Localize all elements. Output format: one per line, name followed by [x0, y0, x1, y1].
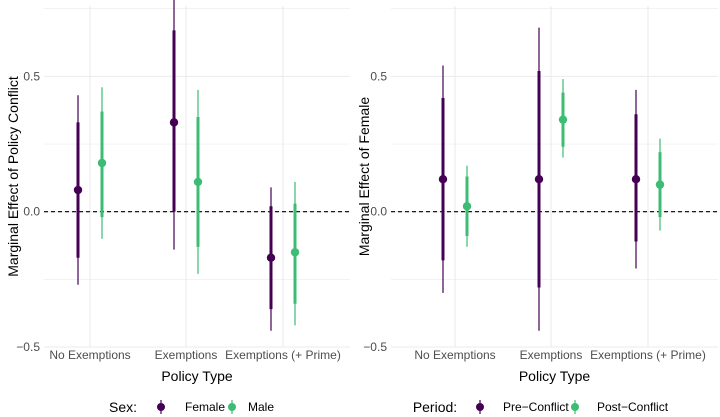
- series-1: [97, 87, 300, 326]
- x-tick-label: Exemptions (+ Prime): [225, 348, 341, 362]
- right-chart-panel: −0.5 0.0 0.5 No Exemptions Exemptions Exempti…: [356, 6, 718, 415]
- point-estimate: [290, 248, 300, 257]
- legend-key-0: [476, 400, 484, 414]
- series-1: [462, 79, 665, 247]
- legend-key-0: [157, 400, 165, 414]
- x-tick-label: Exemptions: [520, 348, 583, 362]
- legend-key-1: [571, 400, 579, 414]
- legend-title: Period:: [413, 399, 457, 415]
- point-estimate: [266, 253, 276, 262]
- point-estimate: [73, 185, 83, 195]
- legend-label: Male: [248, 400, 274, 414]
- y-tick-label: −0.5: [363, 340, 387, 354]
- legend-key-dot: [157, 403, 165, 411]
- x-tick-label: Exemptions (+ Prime): [590, 348, 706, 362]
- legend-key-dot: [571, 403, 579, 411]
- y-tick-label: 0.5: [23, 69, 40, 83]
- x-tick-label: No Exemptions: [414, 348, 495, 362]
- point-estimate: [438, 175, 448, 184]
- legend: Sex: Female Male: [109, 399, 274, 415]
- y-axis-title: Marginal Effect of Policy Conflict: [5, 76, 21, 277]
- left-chart-panel: −0.5 0.0 0.5 No Exemptions Exemptions Exempti…: [5, 0, 350, 415]
- legend-key-1: [228, 400, 236, 414]
- x-tick-label: No Exemptions: [49, 348, 130, 362]
- legend-label: Post−Conflict: [597, 400, 669, 414]
- x-axis-title: Policy Type: [161, 368, 233, 384]
- point-estimate: [193, 177, 203, 187]
- y-tick-label: 0.0: [23, 205, 40, 219]
- y-axis-title: Marginal Effect of Female: [356, 97, 372, 256]
- legend-key-dot: [228, 403, 236, 411]
- x-tick-label: Exemptions: [155, 348, 218, 362]
- point-estimate: [558, 115, 568, 124]
- legend: Period: Pre−Conflict Post−Conflict: [413, 399, 669, 415]
- y-tick-label: −0.5: [16, 340, 40, 354]
- series-0: [73, 0, 276, 331]
- legend-label: Female: [185, 400, 225, 414]
- x-axis-title: Policy Type: [519, 368, 591, 384]
- y-tick-label: 0.5: [370, 69, 387, 83]
- gridlines: [391, 6, 718, 348]
- y-tick-label: 0.0: [370, 205, 387, 219]
- legend-label: Pre−Conflict: [503, 400, 569, 414]
- point-estimate: [534, 175, 544, 184]
- legend-key-dot: [476, 403, 484, 411]
- legend-title: Sex:: [109, 399, 137, 415]
- point-estimate: [169, 118, 179, 127]
- point-estimate: [655, 180, 665, 189]
- point-estimate: [97, 158, 107, 168]
- point-estimate: [462, 202, 472, 211]
- series-0: [438, 27, 641, 331]
- point-estimate: [631, 175, 641, 184]
